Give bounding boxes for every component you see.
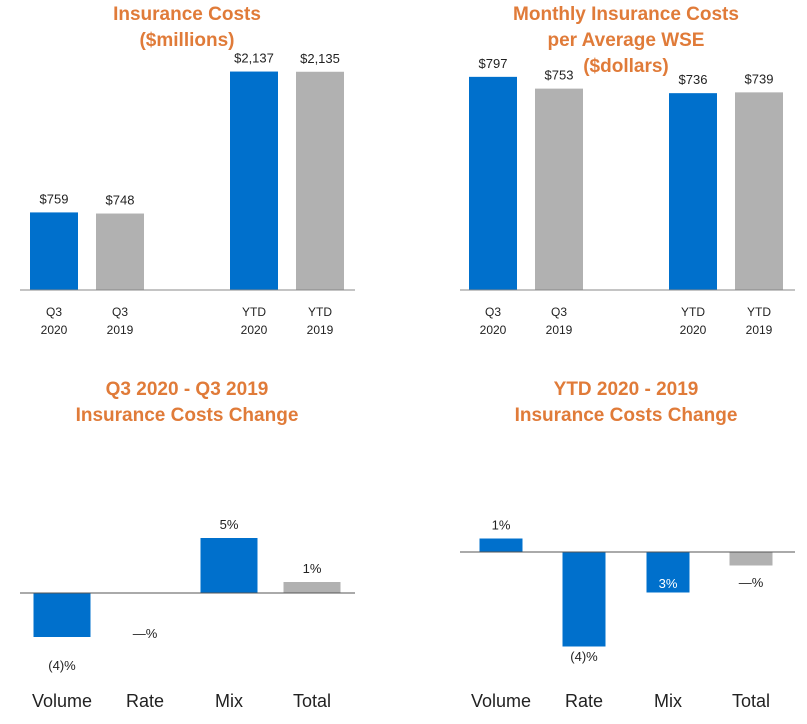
bar-1-4: [296, 71, 344, 290]
bar-3-3: [200, 538, 258, 593]
tick-label-4-2: Rate: [565, 691, 603, 711]
bar-3-1: [33, 593, 91, 637]
tick-label-2-1-1: Q3: [485, 305, 501, 319]
tick-label-1-2-2: 2019: [107, 323, 134, 337]
tick-label-1-1-1: Q3: [46, 305, 62, 319]
tick-label-4-3: Mix: [654, 691, 682, 711]
chart2-title-line1: Monthly Insurance Costs: [513, 4, 739, 25]
chart2-title-line2: per Average WSE: [548, 30, 705, 51]
value-label-3-3: 5%: [220, 517, 239, 532]
bar-2-1: [469, 76, 517, 290]
chart3-title-line2: Insurance Costs Change: [76, 405, 299, 426]
tick-label-1-1-2: 2020: [41, 323, 68, 337]
value-label-2-1: $797: [479, 56, 508, 71]
bar-2-3: [669, 93, 717, 291]
tick-label-1-2-1: Q3: [112, 305, 128, 319]
bar-1-2: [96, 213, 144, 290]
chart-insurance-costs: Insurance Costs ($millions) $759 Q3 2020 $7…: [20, 4, 355, 337]
chart2-title-line3: ($dollars): [583, 56, 669, 77]
chart-monthly-insurance-costs: Monthly Insurance Costs per Average WSE …: [460, 4, 795, 337]
bar-1-3: [230, 71, 278, 290]
tick-label-3-3: Mix: [215, 691, 243, 711]
bar-2-2: [535, 88, 583, 291]
tick-label-2-2-1: Q3: [551, 305, 567, 319]
value-label-1-3: $2,137: [234, 51, 274, 66]
tick-label-1-4-2: 2019: [307, 323, 334, 337]
chart1-title-line1: Insurance Costs: [113, 4, 261, 25]
tick-label-4-1: Volume: [471, 691, 531, 711]
tick-label-1-4-1: YTD: [308, 305, 332, 319]
value-label-2-2: $753: [545, 68, 574, 83]
chart4-title-line1: YTD 2020 - 2019: [554, 379, 699, 400]
tick-label-2-3-2: 2020: [680, 323, 707, 337]
value-label-4-4: —%: [739, 575, 764, 590]
tick-label-2-4-1: YTD: [747, 305, 771, 319]
bar-4-2: [562, 552, 606, 647]
bar-4-4: [729, 552, 773, 566]
tick-label-2-4-2: 2019: [746, 323, 773, 337]
chart1-title-line2: ($millions): [139, 30, 234, 51]
tick-label-3-4: Total: [293, 691, 331, 711]
value-label-1-2: $748: [106, 193, 135, 208]
tick-label-3-1: Volume: [32, 691, 92, 711]
bar-4-3: [646, 552, 690, 593]
value-label-2-4: $739: [745, 71, 774, 86]
bar-4-1: [479, 538, 523, 552]
value-label-1-1: $759: [40, 191, 69, 206]
bar-2-4: [735, 92, 783, 290]
tick-label-1-3-1: YTD: [242, 305, 266, 319]
value-label-3-2: —%: [133, 626, 158, 641]
value-label-1-4: $2,135: [300, 51, 340, 66]
chart4-title-line2: Insurance Costs Change: [515, 405, 738, 426]
tick-label-4-4: Total: [732, 691, 770, 711]
value-label-4-1: 1%: [492, 518, 511, 533]
chart-q3-change: Q3 2020 - Q3 2019 Insurance Costs Change…: [20, 379, 355, 711]
tick-label-1-3-2: 2020: [241, 323, 268, 337]
chart3-title-line1: Q3 2020 - Q3 2019: [106, 379, 269, 400]
chart-ytd-change: YTD 2020 - 2019 Insurance Costs Change 1…: [460, 379, 795, 711]
value-label-2-3: $736: [679, 72, 708, 87]
tick-label-3-2: Rate: [126, 691, 164, 711]
tick-label-2-2-2: 2019: [546, 323, 573, 337]
value-label-3-1: (4)%: [48, 658, 76, 673]
bar-3-4: [283, 582, 341, 593]
value-label-4-2: (4)%: [570, 649, 598, 664]
bar-1-1: [30, 212, 78, 290]
value-label-3-4: 1%: [303, 561, 322, 576]
value-label-4-3: 3%: [659, 576, 678, 591]
tick-label-2-3-1: YTD: [681, 305, 705, 319]
tick-label-2-1-2: 2020: [480, 323, 507, 337]
